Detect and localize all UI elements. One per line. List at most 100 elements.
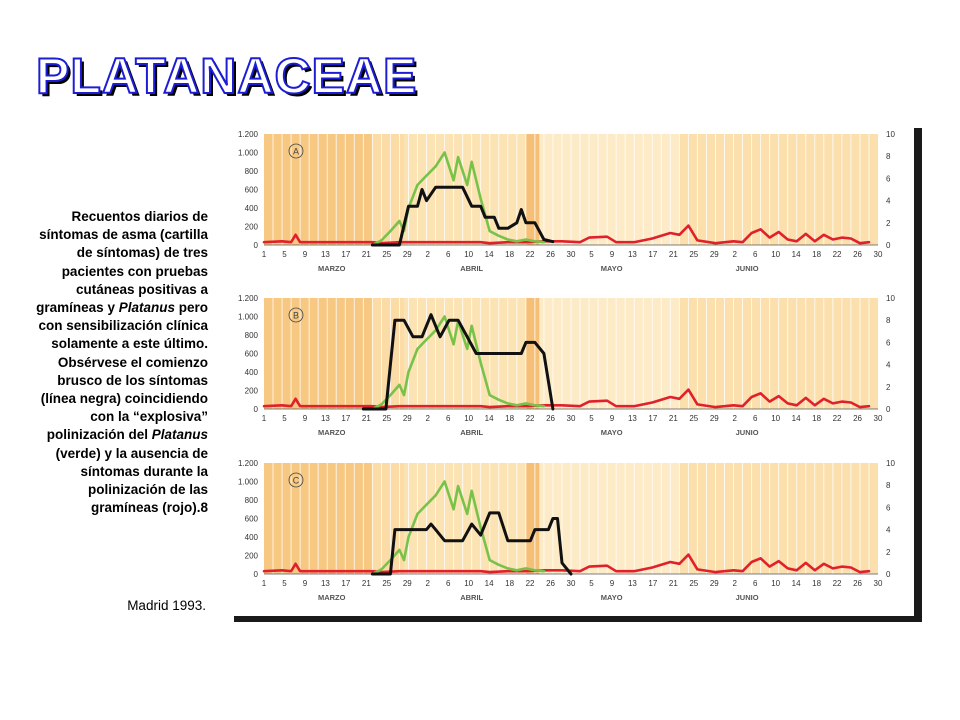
chart-background-segment [372,463,404,574]
x-tick-label: 21 [669,579,678,588]
x-tick-label: 26 [853,250,862,259]
x-tick-label: 14 [792,250,801,259]
right-axis-tick-label: 0 [886,405,891,414]
x-tick-label: 10 [464,414,473,423]
x-tick-label: 30 [874,579,883,588]
x-tick-label: 21 [362,579,371,588]
x-tick-label: 5 [589,579,594,588]
x-tick-label: 17 [648,579,657,588]
series-line-black [370,185,555,247]
left-axis-tick-label: 0 [254,570,259,579]
x-tick-label: 17 [648,414,657,423]
x-tick-label: 22 [833,414,842,423]
left-axis-tick-label: 1.000 [238,149,259,158]
right-axis-tick-label: 4 [886,526,891,535]
x-tick-label: 2 [733,414,738,423]
month-label: MAYO [601,428,623,437]
x-tick-label: 17 [341,579,350,588]
x-tick-label: 6 [753,250,758,259]
right-axis-tick-label: 10 [886,294,895,303]
left-axis-tick-label: 800 [245,331,259,340]
x-tick-label: 5 [589,414,594,423]
right-axis-tick-label: 6 [886,338,891,347]
right-axis-tick-label: 8 [886,481,891,490]
x-tick-label: 25 [382,250,391,259]
x-tick-label: 18 [812,414,821,423]
x-tick-label: 17 [341,250,350,259]
x-tick-label: 25 [689,579,698,588]
right-axis-tick-label: 8 [886,316,891,325]
right-axis-tick-label: 10 [886,459,895,468]
right-axis-tick-label: 6 [886,174,891,183]
month-label: MARZO [318,264,346,273]
chart-background-segment [539,298,680,409]
x-tick-label: 13 [628,414,637,423]
chart-background-segment [525,298,540,409]
left-axis-tick-label: 200 [245,387,259,396]
month-label: ABRIL [460,593,483,602]
left-axis-tick-label: 1.200 [238,459,259,468]
x-tick-label: 6 [753,579,758,588]
left-axis-tick-label: 600 [245,186,259,195]
left-axis-tick-label: 800 [245,496,259,505]
right-axis-tick-label: 2 [886,219,891,228]
chart-panel: 1.200 1.000 800 600 400 200 0 10 8 6 4 2 0 1 5 9 13 17 21 2… [226,122,914,616]
x-tick-label: 21 [362,250,371,259]
x-tick-label: 5 [282,579,287,588]
x-tick-label: 13 [321,250,330,259]
left-axis-tick-label: 1.000 [238,478,259,487]
panel-label: B [293,311,299,321]
x-tick-label: 5 [282,414,287,423]
chart-background-segment [403,134,454,245]
right-axis-tick-label: 0 [886,241,891,250]
left-axis-tick-label: 1.200 [238,294,259,303]
x-tick-label: 14 [792,579,801,588]
left-axis-tick-label: 1.200 [238,130,259,139]
series-line-red [262,553,871,574]
left-axis-tick-label: 800 [245,167,259,176]
x-tick-label: 29 [403,414,412,423]
chart-background-segment [372,134,404,245]
x-tick-label: 10 [464,250,473,259]
series-line-red [262,224,871,245]
x-tick-label: 17 [341,414,350,423]
x-tick-label: 13 [321,579,330,588]
right-axis-tick-label: 4 [886,361,891,370]
series-line-black [370,511,573,576]
x-tick-label: 30 [567,414,576,423]
left-axis-tick-label: 400 [245,368,259,377]
title-shadow: PLATANACEAE [39,51,421,107]
left-axis-tick-label: 200 [245,552,259,561]
caption-italic-2: Platanus [151,427,208,443]
x-tick-label: 18 [505,579,514,588]
caption-part-1: Recuentos diarios de síntomas de asma (c… [36,209,208,316]
x-tick-label: 6 [446,414,451,423]
month-label: MAYO [601,593,623,602]
x-tick-label: 26 [546,250,555,259]
x-tick-label: 9 [303,579,308,588]
left-axis-tick-label: 0 [254,405,259,414]
x-tick-label: 14 [792,414,801,423]
x-tick-label: 9 [303,414,308,423]
x-tick-label: 21 [669,414,678,423]
x-tick-label: 22 [833,579,842,588]
right-axis-tick-label: 2 [886,548,891,557]
caption-part-2: pero con sensibilización clínica solamen… [38,300,208,443]
chart-background-segment [539,134,680,245]
x-tick-label: 9 [303,250,308,259]
caption-source: Madrid 1993. [127,598,206,613]
x-tick-label: 10 [771,414,780,423]
right-axis-tick-label: 0 [886,570,891,579]
x-tick-label: 29 [403,579,412,588]
x-tick-label: 21 [669,250,678,259]
x-tick-label: 21 [362,414,371,423]
right-axis-tick-label: 8 [886,152,891,161]
x-tick-label: 25 [689,250,698,259]
series-line-green [371,151,546,247]
x-tick-label: 25 [382,414,391,423]
chart-background-segment [403,463,454,574]
x-tick-label: 29 [710,250,719,259]
